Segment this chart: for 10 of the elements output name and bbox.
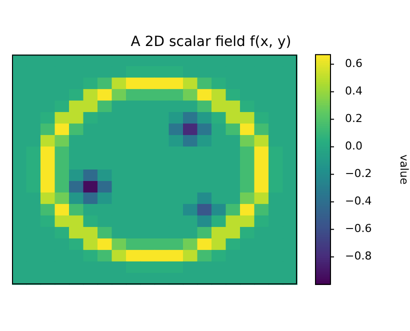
color-bar-label: −0.2 — [345, 167, 372, 180]
color-bar-title: value — [398, 154, 410, 185]
chart-title: A 2D scalar field f(x, y) — [130, 34, 292, 50]
color-bar-label: −0.8 — [345, 250, 372, 263]
color-bar-label: −0.4 — [345, 194, 372, 208]
color-bar-label: 0.6 — [345, 57, 362, 70]
color-bar-label: 0.2 — [345, 112, 362, 126]
color-bar-label: 0.0 — [345, 140, 362, 153]
color-bar-label: 0.4 — [345, 84, 362, 98]
color-bar-label: −0.6 — [345, 222, 372, 236]
